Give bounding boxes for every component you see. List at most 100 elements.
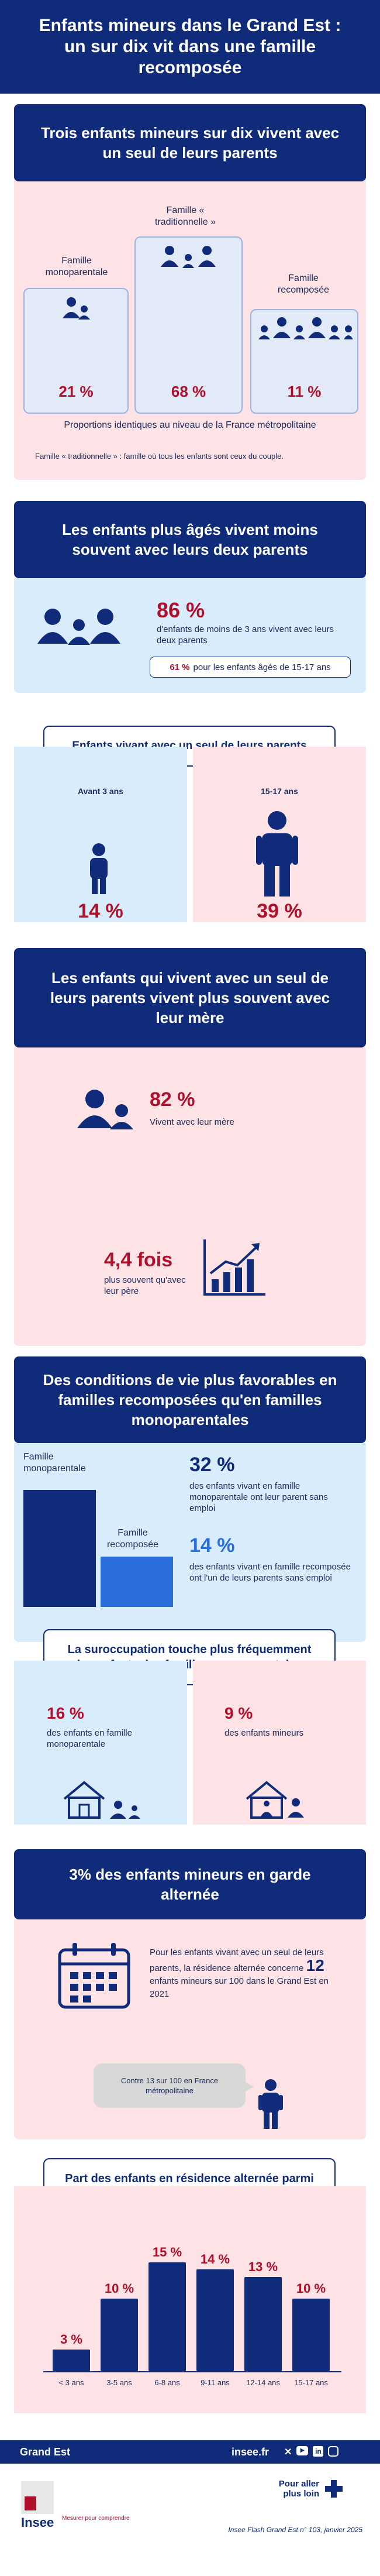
mono-unemployed-value: 32 % xyxy=(189,1454,235,1476)
section-3-heading: Les enfants qui vivent avec un seul de l… xyxy=(14,948,366,1047)
parent-child-icon xyxy=(63,297,90,320)
family-label-mono: Famille monoparentale xyxy=(45,256,108,277)
mother-child-icon xyxy=(77,1090,133,1129)
section-2-heading: Les enfants plus âgés vivent moins souve… xyxy=(14,501,366,578)
teen-share-text: pour les enfants âgés de 15-17 ans xyxy=(193,662,331,672)
chart-category-label: 12-14 ans xyxy=(246,2378,280,2387)
family-value-recomp: 11 % xyxy=(287,383,322,400)
source-reference: Insee Flash Grand Est n° 103, janvier 20… xyxy=(228,2526,362,2534)
chart-category-label: 6-8 ans xyxy=(154,2378,180,2387)
section-1-note: Proportions identiques au niveau de la F… xyxy=(64,420,316,430)
small-child-icon xyxy=(90,843,108,894)
chart-value-label: 10 % xyxy=(296,2281,326,2296)
bar-label-recomp: Famille recomposée xyxy=(106,1528,159,1550)
top-banner: Enfants mineurs dans le Grand Est : un s… xyxy=(0,0,380,94)
chart-category-label: 3-5 ans xyxy=(106,2378,132,2387)
calendar-icon xyxy=(58,1943,130,2009)
youtube-icon[interactable]: ▶ xyxy=(296,2446,309,2455)
under-3-text: d'enfants de moins de 3 ans vivent avec … xyxy=(157,624,334,645)
alternate-residence-text-after: enfants mineurs sur 100 dans le Grand Es… xyxy=(150,1976,329,1999)
alternate-residence-highlight: 12 xyxy=(306,1956,324,1974)
chart-value-label: 13 % xyxy=(248,2259,278,2274)
footer-region: Grand Est xyxy=(20,2446,71,2458)
social-icons: ✕ ▶ in xyxy=(284,2446,339,2458)
insee-tagline: Mesurer pour comprendre xyxy=(62,2515,130,2522)
section-1-definition: Famille « traditionnelle » : famille où … xyxy=(35,452,284,461)
teen-value: 39 % xyxy=(257,900,302,922)
more-info-text: Pour aller plus loin xyxy=(278,2479,319,2499)
house-parent-child-icon xyxy=(63,1781,140,1819)
mono-unemployed-text: des enfants vivant en famille monoparent… xyxy=(189,1481,328,1513)
recomp-unemployed-value: 14 % xyxy=(189,1534,235,1557)
chart-value-label: 3 % xyxy=(60,2331,82,2347)
growth-chart-icon xyxy=(203,1239,265,1296)
teenager-icon xyxy=(256,811,298,897)
chart-baseline xyxy=(43,2371,341,2372)
recomp-unemployed-text: des enfants vivant en famille recomposée… xyxy=(189,1562,351,1583)
blended-family-icon xyxy=(258,317,353,339)
ratio-value: 4,4 fois xyxy=(104,1249,173,1271)
footer-bar: Grand Est insee.fr ✕ ▶ in xyxy=(0,2440,380,2464)
comparison-bubble-text: Contre 13 sur 100 en France métropolitai… xyxy=(120,2076,219,2095)
bar-mono xyxy=(23,1490,96,1607)
overcrowding-mono-value: 16 % xyxy=(47,1704,84,1722)
family-label-trad: Famille « traditionnelle » xyxy=(154,205,216,227)
instagram-icon[interactable] xyxy=(328,2446,339,2457)
bar-recomp xyxy=(101,1557,173,1607)
linkedin-icon[interactable]: in xyxy=(313,2446,324,2457)
ratio-text: plus souvent qu'avec leur père xyxy=(104,1275,186,1296)
insee-logo: Insee xyxy=(21,2477,68,2530)
chart-value-label: 10 % xyxy=(104,2281,134,2296)
alternate-residence-text: Pour les enfants vivant avec un seul de … xyxy=(150,1946,337,2001)
overcrowding-all-text: des enfants mineurs xyxy=(224,1728,304,1738)
chart-category-label: < 3 ans xyxy=(58,2378,84,2387)
footer-site-link[interactable]: insee.fr xyxy=(232,2446,270,2458)
chart-bar xyxy=(196,2269,234,2371)
alternate-residence-chart: 3 % < 3 ans 10 % 3-5 ans 15 % 6-8 ans 14 % 9-11… xyxy=(14,2186,366,2413)
teen-share-box: 61 % pour les enfants âgés de 15-17 ans xyxy=(150,657,351,678)
insee-logo-mark xyxy=(21,2481,54,2514)
family-value-trad: 68 % xyxy=(171,383,206,400)
family-box-mono: 21 % xyxy=(23,288,129,414)
bubble-tail xyxy=(243,2081,254,2093)
family-value-mono: 21 % xyxy=(58,383,94,400)
chart-bar xyxy=(244,2276,282,2371)
chart-category-label: 9-11 ans xyxy=(201,2378,230,2387)
chart-value-label: 14 % xyxy=(200,2252,230,2267)
child-icon xyxy=(258,2079,283,2129)
family-box-recomp: 11 % xyxy=(250,309,358,414)
overcrowding-all-value: 9 % xyxy=(224,1704,253,1722)
under-3-label: Avant 3 ans xyxy=(77,786,124,796)
alternate-residence-text-before: Pour les enfants vivant avec un seul de … xyxy=(150,1948,324,1973)
family-label-recomp: Famille recomposée xyxy=(277,273,330,295)
section-3-panel xyxy=(14,1047,366,1346)
section-5-heading: 3% des enfants mineurs en garde alternée xyxy=(14,1849,366,1919)
under-3-value: 14 % xyxy=(78,900,123,922)
chart-bar xyxy=(53,2349,90,2371)
x-icon[interactable]: ✕ xyxy=(284,2447,292,2457)
house-children-icon xyxy=(246,1781,304,1819)
page-title: Enfants mineurs dans le Grand Est : un s… xyxy=(39,16,341,77)
couple-child-icon xyxy=(161,246,216,268)
chart-value-label: 15 % xyxy=(152,2245,182,2259)
teen-share-value: 61 % xyxy=(170,662,190,672)
chart-category-label: 15-17 ans xyxy=(294,2378,328,2387)
teen-label: 15-17 ans xyxy=(261,786,298,796)
chart-bar xyxy=(148,2262,186,2371)
under-3-panel xyxy=(14,747,187,922)
comparison-bubble: Contre 13 sur 100 en France métropolitai… xyxy=(94,2063,246,2108)
chart-bar xyxy=(292,2299,330,2371)
under-3-share: 86 % xyxy=(157,598,205,622)
more-info-link[interactable]: Pour aller plus loin xyxy=(275,2479,344,2499)
chart-bar xyxy=(101,2299,138,2371)
family-box-trad: 68 % xyxy=(134,236,243,414)
mother-text: Vivent avec leur mère xyxy=(150,1117,234,1127)
mother-share: 82 % xyxy=(150,1088,195,1111)
insee-logo-text: Insee xyxy=(21,2515,54,2530)
section-1-heading: Trois enfants mineurs sur dix vivent ave… xyxy=(14,104,366,181)
family-group-icon xyxy=(37,609,120,645)
overcrowding-mono-text: des enfants en famille monoparentale xyxy=(47,1728,132,1749)
section-4-heading: Des conditions de vie plus favorables en… xyxy=(14,1356,366,1443)
bar-label-mono: Famille monoparentale xyxy=(23,1452,86,1474)
insee-logo-accent xyxy=(25,2496,36,2510)
